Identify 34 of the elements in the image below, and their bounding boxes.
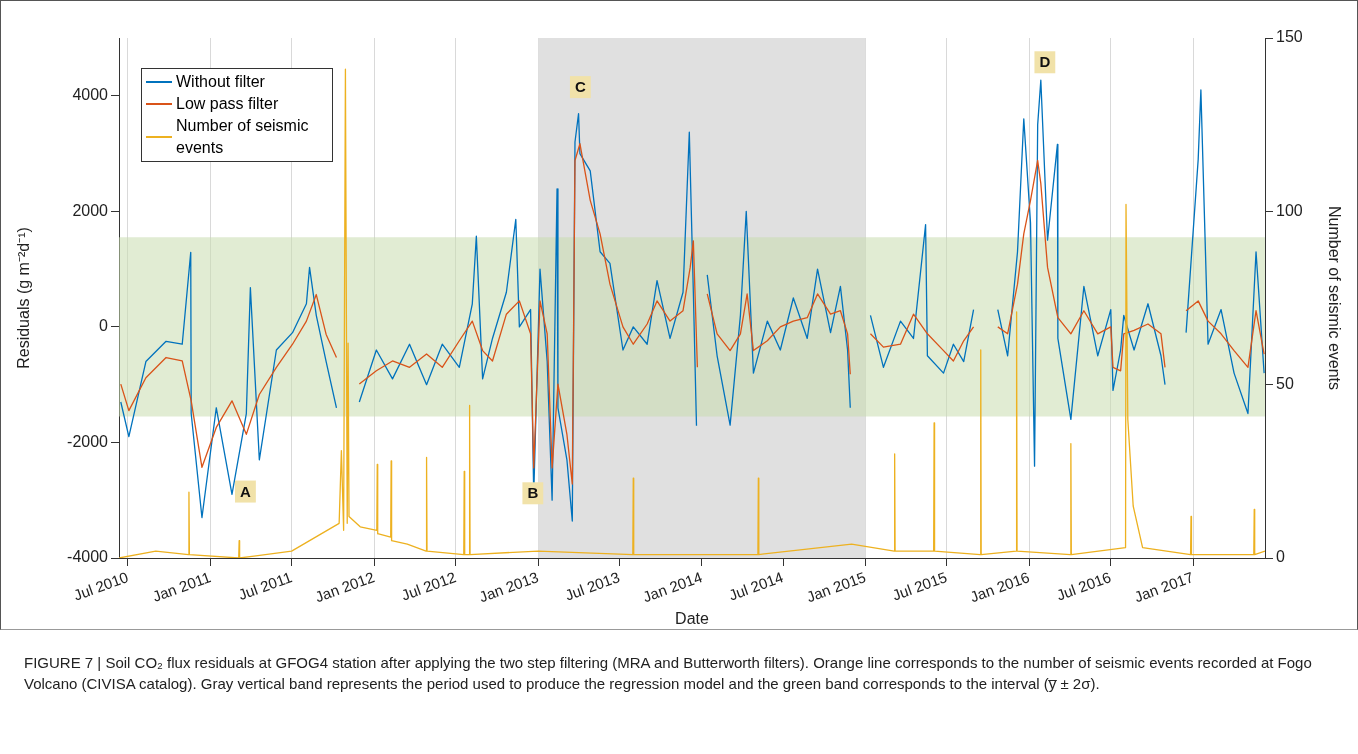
x-tick-label: Jan 2016 [967, 568, 1032, 606]
x-tick-label: Jan 2015 [804, 568, 868, 606]
x-tick-label: Jan 2014 [640, 568, 705, 606]
y-tick-label: -4000 [67, 548, 109, 566]
x-tick-label: Jan 2013 [476, 568, 541, 606]
y-tick-label: -2000 [67, 432, 109, 450]
y-tick-label: 0 [99, 317, 109, 335]
annotation: B [527, 484, 539, 502]
y2-tick-label: 0 [1276, 548, 1285, 566]
x-tick-label: Jan 2017 [1131, 568, 1196, 606]
annotation: C [574, 78, 586, 96]
x-tick-label: Jan 2011 [150, 568, 213, 605]
x-tick-label: Jul 2010 [71, 568, 131, 604]
x-tick-label: Jul 2013 [562, 568, 622, 604]
legend-label: Number of seismic events [176, 116, 310, 158]
legend-label: Without filter [176, 72, 265, 92]
x-tick-label: Jul 2014 [726, 568, 786, 604]
y-tick-label: 2000 [72, 201, 109, 219]
x-tick-label: Jul 2011 [235, 568, 295, 604]
annotation: D [1039, 53, 1051, 71]
y-axis-title: Residuals (g m⁻²d⁻¹) [15, 227, 33, 369]
y-tick-label: 4000 [72, 86, 109, 104]
y2-tick-label: 50 [1276, 375, 1294, 393]
y2-tick-label: 150 [1276, 28, 1303, 46]
x-tick-label: Jul 2016 [1054, 568, 1114, 604]
legend-label: Low pass filter [176, 94, 279, 114]
y2-tick-label: 100 [1276, 201, 1303, 219]
x-tick-label: Jul 2015 [890, 568, 950, 604]
x-axis-title: Date [675, 609, 709, 627]
y2-axis-title: Number of seismic events [1325, 205, 1343, 391]
caption: FIGURE 7 | Soil CO₂ flux residuals at GFOG4 station after applying the two step filtering (MRA and Butterworth filters). Orange line corresponds to the number of seismic events recorded at Fogo Volcano (CIVISA catalog). Gray vertical band represents the period used to produce the regression model and the green band corresponds to the interval (y̅ ± 2σ). [24, 653, 1313, 694]
x-tick-label: Jan 2012 [312, 568, 377, 606]
annotation: A [240, 482, 252, 500]
x-tick-label: Jul 2012 [399, 568, 459, 604]
